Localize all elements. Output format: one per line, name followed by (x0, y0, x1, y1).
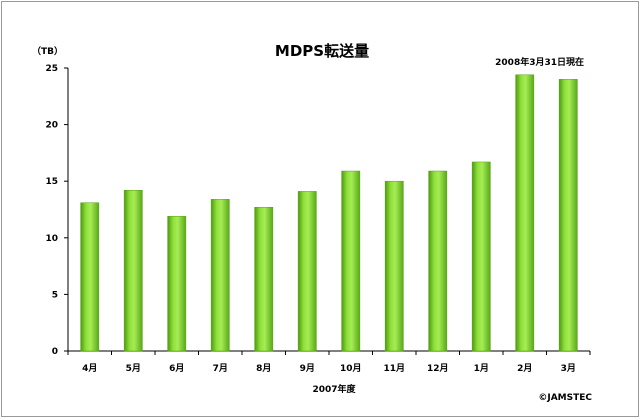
bar-5 (254, 206, 274, 352)
bars (80, 74, 578, 352)
x-tick-label: 1月 (474, 363, 489, 374)
chart-title: MDPS転送量 (275, 42, 369, 60)
bar-10 (471, 161, 491, 352)
copyright-text: ©JAMSTEC (538, 393, 592, 403)
bar-7 (341, 170, 361, 352)
x-tick-label: 5月 (126, 363, 141, 374)
x-tick-label: 9月 (300, 363, 315, 374)
y-tick-labels: 0 5 10 15 20 25 (45, 64, 58, 357)
axes (64, 67, 591, 355)
bar-2 (123, 190, 143, 352)
y-tick-label: 25 (45, 64, 58, 74)
bar-9 (428, 170, 448, 352)
x-tick-labels: 4月 5月 6月 7月 8月 9月 10月 11月 12月 1月 2月 3月 (82, 363, 576, 374)
bar-8 (384, 180, 404, 352)
bar-3 (167, 216, 187, 352)
y-tick-label: 5 (52, 290, 58, 300)
x-tick-label: 3月 (561, 363, 576, 374)
bar-6 (297, 191, 317, 352)
x-tick-label: 10月 (340, 363, 362, 374)
y-tick-label: 10 (45, 234, 58, 244)
x-tick-label: 8月 (256, 363, 271, 374)
x-tick-label: 7月 (213, 363, 228, 374)
bar-11 (515, 74, 535, 352)
x-axis-label: 2007年度 (312, 383, 356, 395)
bar-1 (80, 202, 100, 352)
x-tick-label: 12月 (427, 363, 449, 374)
x-tick-label: 11月 (383, 363, 405, 374)
x-tick-label: 4月 (82, 363, 97, 374)
y-tick-label: 20 (45, 121, 58, 131)
bar-4 (210, 199, 230, 352)
bar-12 (558, 79, 578, 352)
x-tick-label: 6月 (169, 363, 184, 374)
y-unit-label: （TB） (32, 46, 63, 57)
y-tick-label: 15 (45, 177, 58, 187)
x-tick-label: 2月 (517, 363, 532, 374)
date-note: 2008年3月31日現在 (495, 56, 584, 68)
y-tick-label: 0 (52, 347, 58, 357)
